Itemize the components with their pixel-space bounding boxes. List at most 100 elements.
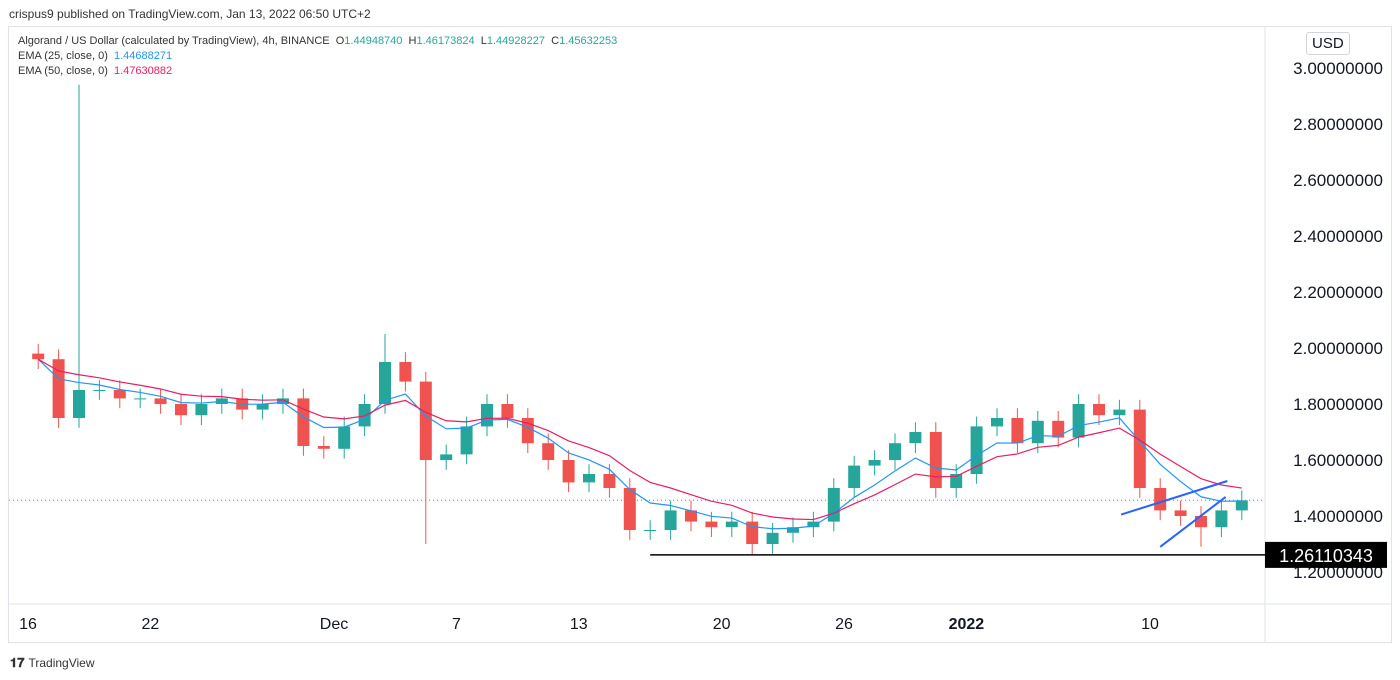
open-label: O — [335, 35, 345, 47]
x-tick-label: 26 — [835, 616, 853, 633]
low-value: 1.44928227 — [486, 35, 545, 47]
ema50-label: EMA (50, close, 0) — [18, 65, 108, 77]
candle-body — [1133, 409, 1146, 488]
x-tick-label: 16 — [19, 616, 37, 633]
candle-body — [1072, 404, 1085, 438]
chart-legend: Algorand / US Dollar (calculated by Trad… — [18, 34, 617, 79]
candle-body — [1093, 404, 1105, 416]
candle-body — [766, 532, 779, 544]
candle-body — [583, 474, 595, 483]
ema50-value: 1.47630882 — [114, 65, 173, 77]
x-tick-label: 20 — [713, 616, 731, 633]
candle-body — [1195, 516, 1207, 528]
chart-frame[interactable] — [8, 26, 1392, 643]
candle-body — [338, 426, 351, 449]
symbol-label: Algorand / US Dollar (calculated by Trad… — [18, 35, 330, 47]
candle-body — [827, 488, 840, 522]
candle-body — [175, 404, 187, 416]
footer-brand: TradingView — [28, 656, 95, 670]
candle-body — [277, 398, 289, 404]
candle-body — [725, 521, 738, 528]
candle-body — [317, 446, 330, 449]
open-value: 1.44948740 — [344, 35, 403, 47]
candle-body — [1031, 420, 1044, 444]
candle-body — [787, 527, 799, 533]
ema25-value: 1.44688271 — [114, 50, 173, 62]
candle-body — [807, 521, 820, 528]
candle-body — [399, 362, 412, 382]
candle-body — [113, 390, 126, 399]
candle-body — [1154, 488, 1167, 511]
high-label: H — [408, 35, 417, 47]
candle-body — [848, 465, 861, 488]
candle-body — [889, 443, 901, 460]
candle-body — [419, 381, 432, 460]
high-value: 1.46173824 — [416, 35, 475, 47]
candle-body — [1052, 420, 1065, 438]
candle-body — [623, 488, 636, 530]
y-tick-label: 2.20000000 — [1293, 283, 1383, 302]
x-tick-label: Dec — [320, 616, 348, 633]
y-tick-label: 2.80000000 — [1293, 115, 1383, 134]
candle-body — [297, 398, 310, 446]
candle-body — [1011, 418, 1024, 444]
wedge-trendline — [1159, 496, 1227, 548]
y-tick-label: 3.00000000 — [1293, 59, 1383, 78]
candle-body — [501, 404, 514, 418]
support-price-label: 1.26110343 — [1279, 546, 1373, 566]
close-label: C — [551, 35, 560, 47]
x-tick-label: 2022 — [949, 616, 985, 633]
candle-body — [134, 398, 147, 400]
candle-body — [970, 426, 983, 474]
candle-body — [481, 404, 493, 427]
ema50-line — [37, 358, 1242, 521]
candle-body — [1113, 409, 1126, 416]
candle-body — [562, 460, 575, 483]
candle-body — [685, 510, 697, 522]
candle-body — [256, 404, 269, 410]
ema25-line — [37, 358, 1242, 530]
candle-body — [460, 426, 473, 455]
x-tick-label: 22 — [142, 616, 160, 633]
candle-body — [950, 474, 963, 488]
x-tick-label: 7 — [452, 616, 461, 633]
publish-info: crispus9 published on TradingView.com, J… — [9, 7, 371, 21]
candle-body — [644, 530, 657, 531]
candle-body — [909, 432, 922, 444]
candle-body — [154, 398, 167, 404]
y-tick-label: 1.80000000 — [1293, 395, 1383, 414]
x-tick-label: 13 — [570, 616, 588, 633]
footer-logo: 𝟏𝟕 TradingView — [10, 655, 95, 671]
candle-body — [1235, 500, 1248, 511]
candle-body — [664, 510, 677, 530]
candle-body — [1215, 510, 1228, 528]
candle-body — [32, 353, 45, 360]
candle-body — [929, 432, 942, 488]
close-value: 1.45632253 — [559, 35, 618, 47]
ema25-label: EMA (25, close, 0) — [18, 50, 108, 62]
candle-body — [195, 404, 208, 416]
candle-body — [603, 474, 616, 488]
low-label: L — [480, 35, 487, 47]
x-tick-label: 10 — [1141, 616, 1159, 633]
y-tick-label: 2.00000000 — [1293, 339, 1383, 358]
y-tick-label: 2.60000000 — [1293, 171, 1383, 190]
currency-button[interactable]: USD — [1306, 32, 1350, 55]
candle-body — [379, 362, 391, 404]
candle-body — [542, 443, 555, 460]
candle-body — [93, 390, 106, 391]
y-tick-label: 2.40000000 — [1293, 227, 1383, 246]
candle-body — [868, 460, 881, 466]
candle-body — [73, 390, 85, 418]
support-price-tag — [1265, 541, 1387, 568]
y-tick-label: 1.40000000 — [1293, 507, 1383, 526]
candle-body — [705, 521, 718, 528]
y-tick-label: 1.60000000 — [1293, 451, 1383, 470]
wedge-trendline — [1120, 480, 1228, 516]
candle-body — [991, 418, 1003, 427]
candle-body — [440, 454, 453, 460]
candle-body — [52, 359, 65, 418]
tradingview-logo-icon: 𝟏𝟕 — [10, 655, 25, 670]
candle-body — [1174, 510, 1187, 516]
